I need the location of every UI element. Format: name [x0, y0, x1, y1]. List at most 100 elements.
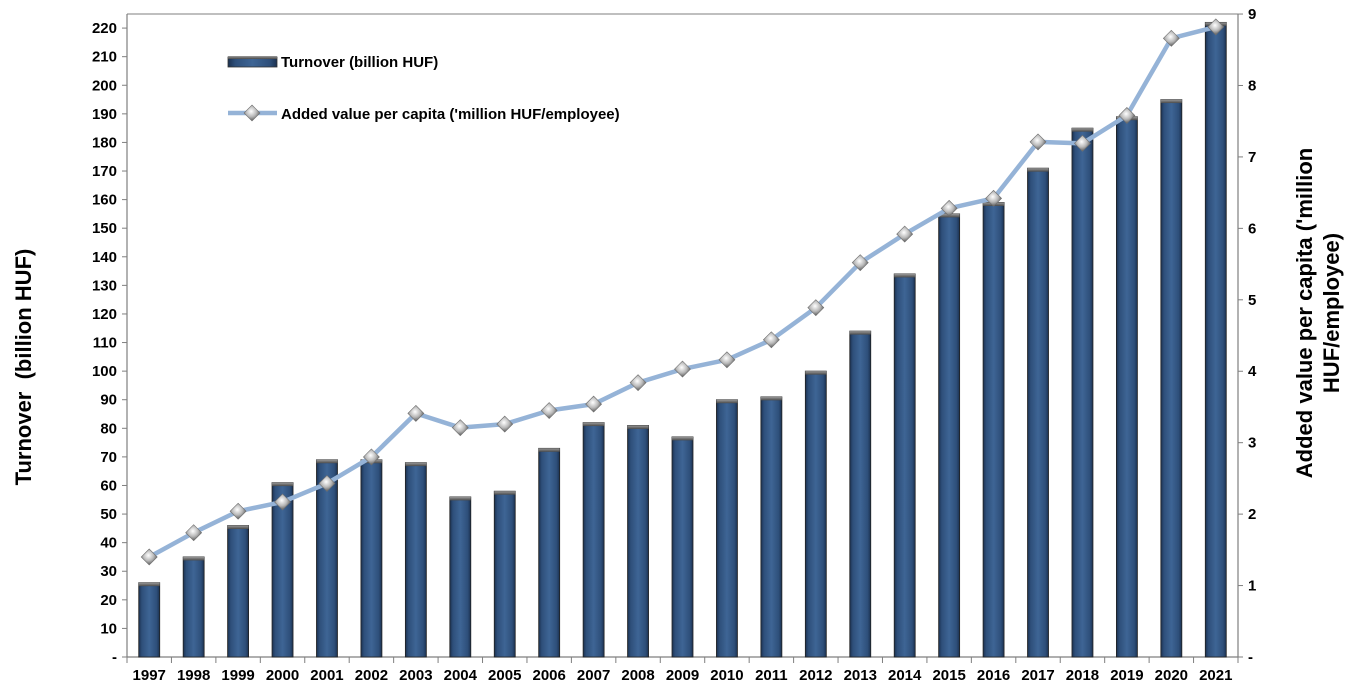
line-point [274, 493, 291, 511]
bar [893, 273, 916, 658]
legend-line-swatch [228, 104, 277, 122]
x-tick-label: 2020 [1155, 667, 1188, 684]
x-tick-label: 2016 [977, 667, 1010, 684]
x-tick-label: 2007 [577, 667, 610, 684]
x-tick-label: 2014 [888, 667, 922, 684]
x-tick-label: 2012 [799, 667, 832, 684]
line-point [674, 360, 691, 378]
left-tick-label: 200 [92, 77, 117, 94]
line-point [896, 225, 914, 243]
bar [360, 459, 383, 658]
right-tick-label: 1 [1248, 578, 1256, 595]
left-tick-label: 10 [100, 620, 117, 637]
line-point [1029, 133, 1047, 151]
right-tick-label: 8 [1248, 77, 1256, 94]
x-tick-label: 2010 [710, 667, 743, 684]
line-point [540, 402, 558, 419]
left-tick-label: 120 [92, 306, 117, 323]
right-tick-label: - [1248, 649, 1253, 666]
bar [627, 425, 649, 658]
x-tick-label: 2013 [844, 667, 877, 684]
line-point [940, 199, 958, 217]
bar [182, 556, 205, 658]
right-tick-label: 4 [1248, 363, 1257, 380]
bar [671, 436, 694, 658]
x-tick-label: 2001 [310, 667, 343, 684]
right-y-axis-title-line1: Added value per capita ('million [1292, 148, 1317, 478]
bar [849, 330, 872, 658]
left-tick-label: 90 [100, 392, 117, 409]
bar [1071, 127, 1094, 658]
bar [582, 422, 605, 658]
right-tick-label: 6 [1248, 220, 1256, 237]
left-tick-label: 220 [92, 20, 117, 37]
left-tick-label: 160 [92, 192, 117, 209]
bar [716, 399, 738, 658]
legend-bar-label: Turnover (billion HUF) [281, 54, 438, 71]
left-tick-label: 40 [100, 535, 117, 552]
right-y-axis-title-line2: HUF/employee) [1319, 233, 1344, 393]
line-point [362, 448, 380, 466]
legend-line-label: Added value per capita ('million HUF/emp… [281, 106, 620, 123]
x-tick-label: 2021 [1199, 667, 1232, 684]
legend-bar-swatch [227, 56, 278, 68]
bar [404, 462, 427, 658]
left-tick-label: 140 [92, 249, 117, 266]
line-point [985, 189, 1003, 207]
x-tick-label: 1998 [177, 667, 210, 684]
right-tick-label: 5 [1248, 292, 1256, 309]
right-tick-label: 2 [1248, 506, 1256, 523]
bar [804, 370, 827, 658]
left-tick-label: - [112, 649, 117, 666]
line-point [1074, 134, 1091, 152]
x-tick-label: 2005 [488, 667, 521, 684]
line-point [1207, 18, 1225, 36]
left-tick-label: 30 [100, 563, 117, 580]
line-point [718, 351, 736, 369]
line-point [407, 404, 425, 422]
left-tick-label: 210 [92, 49, 117, 66]
right-y-axis-ticks: - 1 2 3 4 5 6 7 8 9 [1238, 6, 1257, 666]
bar [227, 525, 250, 658]
x-tick-label: 2000 [266, 667, 299, 684]
bar [1116, 116, 1138, 658]
line-point [807, 299, 825, 317]
left-tick-label: 180 [92, 134, 117, 151]
x-axis-ticks: 1997 1998 1999 2000 2001 2002 2003 2004 2005 2006… [126, 657, 1239, 684]
left-tick-label: 70 [100, 449, 117, 466]
x-tick-label: 2017 [1021, 667, 1054, 684]
x-tick-label: 2018 [1066, 667, 1099, 684]
bar [1027, 167, 1049, 658]
right-tick-label: 9 [1248, 6, 1256, 23]
line-point [762, 331, 780, 349]
left-y-axis-ticks: - 10 20 30 40 50 60 70 80 90 100 110 120 130 140 150 160… [92, 20, 127, 666]
line-point [229, 502, 247, 520]
line-point [318, 474, 336, 492]
right-tick-label: 7 [1248, 149, 1256, 166]
bar [493, 490, 516, 658]
bar [316, 459, 338, 658]
bar [760, 396, 783, 658]
left-tick-label: 20 [100, 592, 117, 609]
left-tick-label: 60 [100, 477, 117, 494]
line-point [140, 548, 158, 566]
bar [1204, 21, 1227, 658]
line-point [185, 524, 203, 542]
left-tick-label: 110 [93, 335, 117, 352]
x-tick-label: 2006 [532, 667, 565, 684]
turnover-bars [138, 21, 1227, 658]
line-point [1162, 29, 1180, 47]
left-tick-label: 100 [92, 363, 117, 380]
line-point [851, 254, 869, 272]
x-tick-label: 2011 [755, 667, 788, 684]
left-tick-label: 130 [92, 277, 117, 294]
bar [982, 202, 1005, 658]
line-point [1118, 107, 1136, 124]
x-tick-label: 2002 [355, 667, 388, 684]
left-tick-label: 80 [100, 420, 117, 437]
left-y-axis-title: Turnover (billion HUF) [11, 249, 36, 486]
x-tick-label: 1999 [221, 667, 254, 684]
line-point [585, 395, 603, 413]
left-tick-label: 50 [100, 506, 117, 523]
x-tick-label: 1997 [133, 667, 166, 684]
